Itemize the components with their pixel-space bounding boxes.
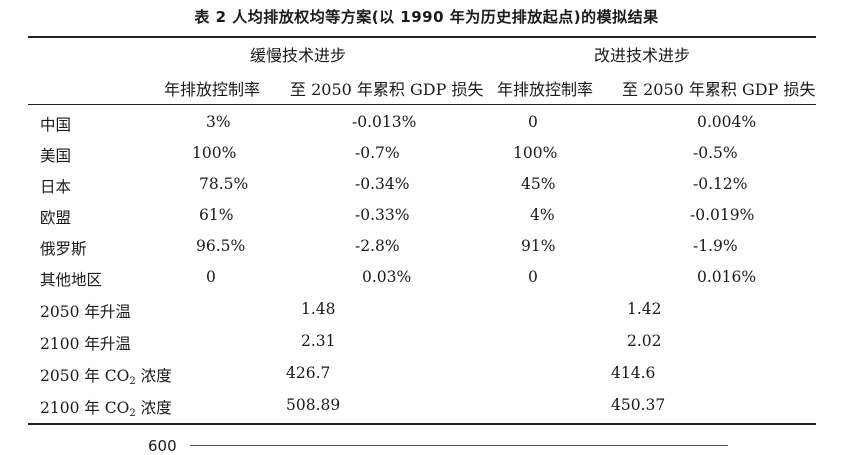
table-cell: 426.7 [286, 364, 331, 382]
table-cell: 0.004% [697, 113, 757, 131]
table-cell: 78.5% [199, 175, 249, 193]
table-cell: -0.5% [693, 144, 738, 162]
group-header-slow: 缓慢技术进步 [249, 46, 346, 65]
table-cell: 91% [521, 237, 556, 255]
row-label: 其他地区 [40, 271, 103, 289]
row-label: 欧盟 [40, 209, 72, 227]
table-cell: 450.37 [611, 396, 666, 414]
table-cell: -2.8% [355, 237, 400, 255]
table-title: 表 2 人均排放权均等方案(以 1990 年为历史排放起点)的模拟结果 [194, 8, 659, 26]
table-cell: 0 [528, 113, 538, 131]
table-cell: 100% [192, 144, 237, 162]
table-cell: 45% [521, 175, 556, 193]
table-cell: -0.019% [690, 206, 755, 224]
table-cell: 2.02 [627, 332, 662, 350]
table-cell: 0.03% [362, 268, 412, 286]
column-header-slow-rate: 年排放控制率 [164, 80, 261, 99]
table-cell: 0.016% [697, 268, 757, 286]
table-cell: 61% [199, 206, 234, 224]
next-figure-gridline [190, 445, 728, 446]
next-figure-axis-tick: 600 [148, 437, 177, 455]
row-label: 2050 年 CO2 浓度 [40, 367, 172, 387]
header-rule [28, 104, 816, 105]
table-cell: -1.9% [693, 237, 738, 255]
table-cell: 4% [530, 206, 555, 224]
table-cell: 96.5% [196, 237, 246, 255]
table-cell: 1.48 [301, 300, 336, 318]
column-header-fast-rate: 年排放控制率 [497, 80, 594, 99]
row-label: 2100 年升温 [40, 335, 131, 353]
row-label: 日本 [40, 178, 72, 196]
table-cell: -0.34% [355, 175, 410, 193]
column-header-fast-gdp: 至 2050 年累积 GDP 损失 [622, 80, 816, 99]
row-label: 俄罗斯 [40, 240, 87, 258]
bottom-rule [28, 423, 816, 425]
row-label: 2050 年升温 [40, 303, 131, 321]
table-cell: -0.33% [355, 206, 410, 224]
group-header-fast: 改进技术进步 [593, 46, 690, 65]
row-label: 美国 [40, 147, 72, 165]
table-cell: -0.013% [352, 113, 417, 131]
top-rule [28, 36, 816, 38]
table-cell: 508.89 [286, 396, 341, 414]
table-cell: 100% [513, 144, 558, 162]
table-cell: -0.12% [693, 175, 748, 193]
table-cell: 2.31 [301, 332, 336, 350]
row-label: 2100 年 CO2 浓度 [40, 399, 172, 419]
column-header-slow-gdp: 至 2050 年累积 GDP 损失 [290, 80, 484, 99]
row-label: 中国 [40, 116, 72, 134]
table-cell: 0 [528, 268, 538, 286]
table-cell: 414.6 [611, 364, 656, 382]
table-cell: 0 [206, 268, 216, 286]
table-cell: 3% [206, 113, 231, 131]
table-cell: -0.7% [355, 144, 400, 162]
table-cell: 1.42 [627, 300, 662, 318]
